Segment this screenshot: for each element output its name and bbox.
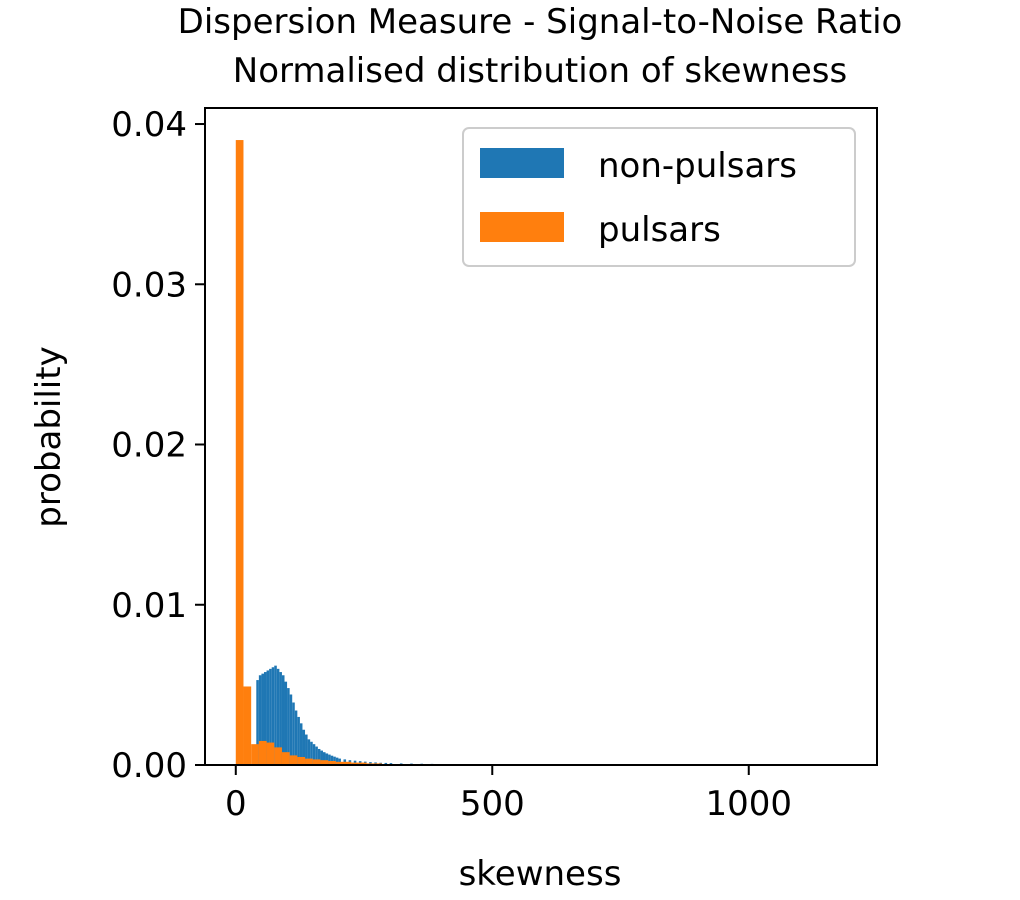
bar-pulsars-13 [335, 761, 344, 765]
y-tick-label: 0.02 [111, 426, 187, 466]
bar-non-pulsars-12 [287, 688, 290, 765]
bar-non-pulsars-23 [315, 746, 318, 765]
bar-non-pulsars-4 [266, 670, 270, 765]
bar-non-pulsars-25 [320, 750, 323, 765]
bar-pulsars-16 [358, 762, 367, 765]
bar-non-pulsars-2 [261, 673, 264, 765]
bar-pulsars-5 [274, 747, 282, 765]
bar-non-pulsars-41 [384, 762, 388, 765]
x-tick-label: 0 [225, 784, 247, 824]
legend-label-pulsars: pulsars [598, 210, 721, 250]
x-tick-label: 500 [460, 784, 525, 824]
bar-non-pulsars-11 [284, 681, 288, 765]
legend-label-non-pulsars: non-pulsars [598, 146, 797, 186]
bar-non-pulsars-13 [289, 694, 293, 765]
bar-non-pulsars-29 [330, 755, 334, 765]
y-axis-label: probability [29, 346, 69, 527]
bar-non-pulsars-27 [325, 753, 329, 765]
bar-non-pulsars-22 [312, 744, 316, 765]
bar-non-pulsars-31 [335, 757, 339, 765]
bar-non-pulsars-20 [307, 739, 311, 765]
bar-non-pulsars-8 [276, 668, 280, 765]
bar-pulsars-10 [312, 759, 321, 765]
bar-non-pulsars-6 [271, 667, 275, 765]
legend-swatch-pulsars [480, 212, 564, 242]
bars-layer [235, 140, 526, 766]
bar-non-pulsars-9 [279, 672, 282, 765]
bar-non-pulsars-1 [258, 675, 262, 765]
bar-pulsars-1 [243, 686, 252, 765]
bar-non-pulsars-26 [322, 752, 326, 765]
legend-swatch-non-pulsars [480, 148, 564, 178]
bar-pulsars-9 [305, 758, 313, 765]
bar-non-pulsars-30 [333, 756, 336, 765]
bar-non-pulsars-19 [305, 734, 308, 765]
y-tick-label: 0.01 [111, 586, 187, 626]
y-tick-label: 0.04 [111, 105, 187, 145]
bar-pulsars-4 [266, 742, 275, 765]
bar-non-pulsars-3 [263, 672, 267, 765]
y-tick-label: 0.03 [111, 265, 187, 305]
bar-pulsars-0 [235, 140, 244, 766]
bar-non-pulsars-28 [328, 754, 331, 765]
bar-pulsars-8 [297, 756, 306, 765]
bar-non-pulsars-16 [297, 716, 300, 765]
bar-non-pulsars-5 [269, 668, 272, 765]
bar-non-pulsars-17 [299, 723, 303, 765]
bar-pulsars-6 [281, 752, 290, 765]
bar-pulsars-11 [320, 760, 329, 765]
bar-non-pulsars-21 [310, 741, 313, 765]
x-tick-label: 1000 [705, 784, 792, 824]
y-tick-label: 0.00 [111, 746, 187, 786]
bar-non-pulsars-24 [317, 748, 321, 765]
chart-title: Dispersion Measure - Signal-to-Noise Rat… [178, 2, 903, 42]
bar-non-pulsars-10 [281, 675, 285, 765]
y-axis-ticks: 0.00 0.01 0.02 0.03 0.04 [111, 105, 205, 786]
bar-non-pulsars-15 [294, 710, 298, 765]
bar-non-pulsars-0 [256, 680, 259, 765]
bar-pulsars-15 [351, 762, 359, 765]
x-axis-label: skewness [459, 854, 622, 894]
chart-subtitle: Normalised distribution of skewness [233, 51, 847, 91]
legend: non-pulsars pulsars [462, 127, 856, 267]
bar-pulsars-3 [258, 740, 267, 765]
plot-frame [204, 107, 878, 766]
bar-pulsars-14 [343, 761, 352, 765]
bar-pulsars-12 [328, 760, 336, 765]
bar-non-pulsars-14 [292, 702, 295, 765]
bar-pulsars-2 [251, 744, 259, 765]
bar-non-pulsars-7 [274, 665, 277, 765]
bar-pulsars-7 [289, 755, 298, 765]
bar-non-pulsars-18 [302, 729, 306, 765]
x-axis-ticks: 0 500 1000 [225, 765, 792, 824]
